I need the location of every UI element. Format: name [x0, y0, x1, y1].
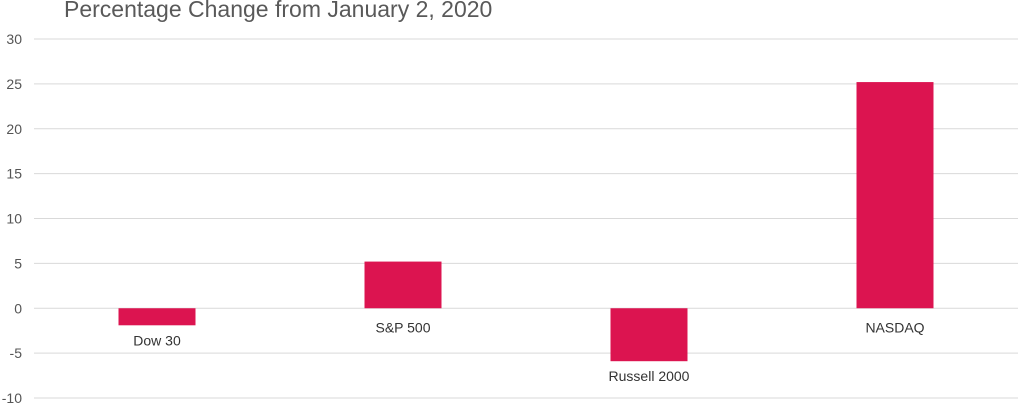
category-label: S&P 500 — [375, 319, 430, 335]
y-tick-label: -5 — [10, 345, 23, 361]
category-label: Dow 30 — [133, 332, 181, 348]
y-tick-label: -10 — [2, 390, 22, 404]
category-labels: Dow 30 S&P 500 Russell 2000 NASDAQ — [133, 319, 924, 384]
y-tick-label: 30 — [6, 31, 22, 47]
y-tick-label: 5 — [14, 255, 22, 271]
bar — [610, 308, 688, 362]
y-tick-label: 0 — [14, 300, 22, 316]
y-tick-label: 15 — [6, 166, 22, 182]
y-tick-label: 25 — [6, 76, 22, 92]
y-tick-label: 20 — [6, 121, 22, 137]
y-tick-label: 10 — [6, 211, 22, 227]
bar — [856, 82, 934, 309]
y-axis-ticks: 30 25 20 15 10 5 0 -5 -10 — [2, 31, 22, 404]
chart-title: Percentage Change from January 2, 2020 — [64, 0, 493, 22]
bar — [364, 261, 442, 309]
bar — [118, 308, 196, 326]
category-label: NASDAQ — [865, 319, 924, 335]
gridlines — [34, 38, 1018, 399]
category-label: Russell 2000 — [609, 368, 690, 384]
bars — [118, 82, 934, 362]
